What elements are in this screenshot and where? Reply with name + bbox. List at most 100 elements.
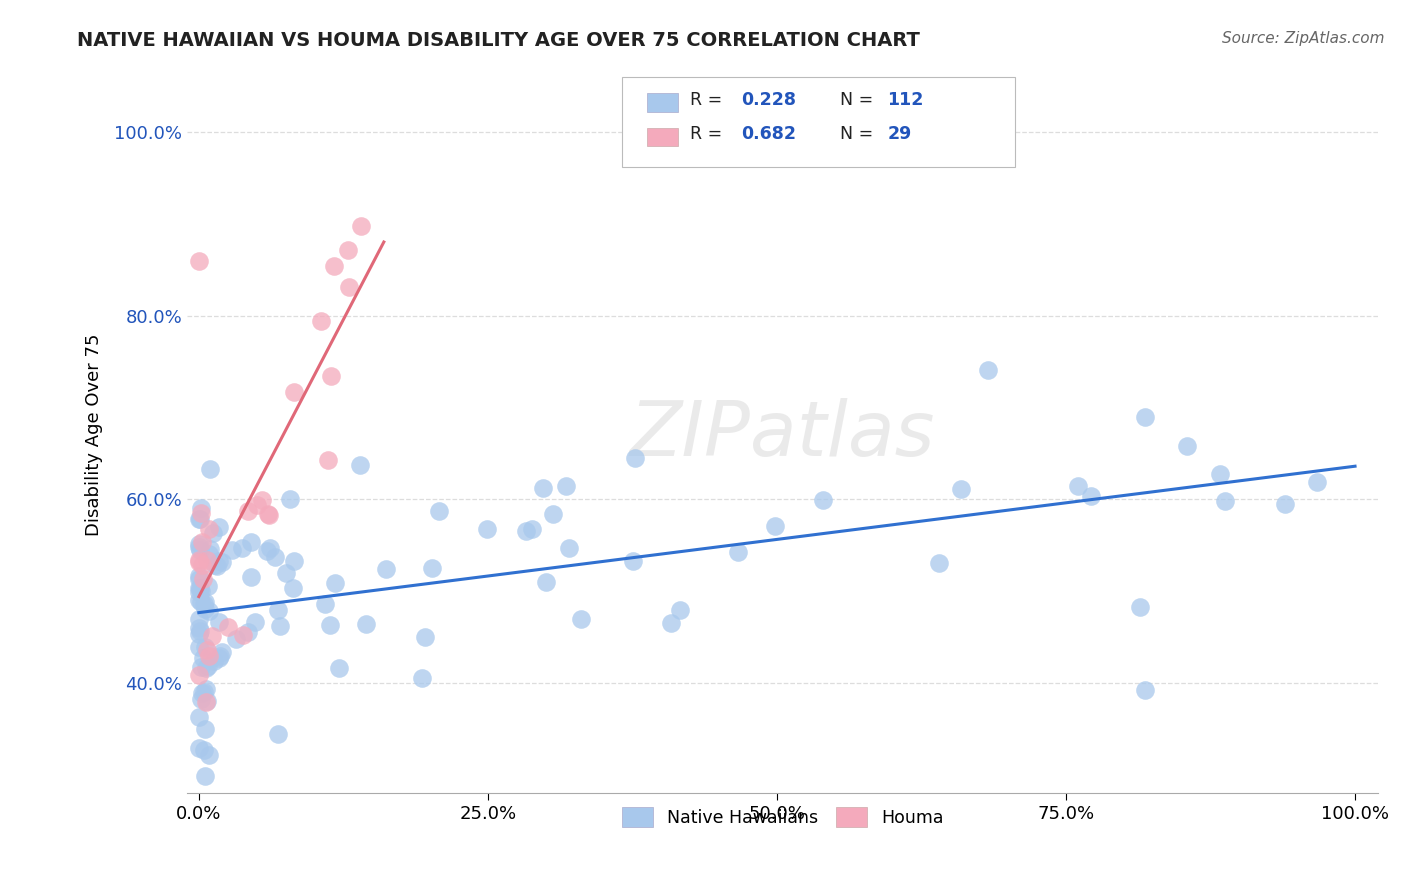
Point [276,566,298,581]
Point [197,658,219,673]
Point [236,504,259,518]
Point [727,545,749,559]
Point [198,747,221,762]
Point [190,506,212,520]
Point [243,615,266,629]
Point [250,492,273,507]
Point [190,595,212,609]
Point [541,508,564,522]
Point [569,612,592,626]
Text: Source: ZipAtlas.com: Source: ZipAtlas.com [1222,31,1385,46]
Point [190,500,212,515]
Point [1080,489,1102,503]
Point [322,259,344,273]
FancyBboxPatch shape [647,128,678,146]
Point [197,522,219,536]
Point [188,592,211,607]
Point [188,627,211,641]
Point [191,572,214,586]
Point [188,542,211,557]
Point [1213,493,1236,508]
Point [187,555,209,569]
Point [194,722,217,736]
Point [187,573,209,587]
Point [194,594,217,608]
Point [187,611,209,625]
Point [187,540,209,554]
Point [201,629,224,643]
Point [190,584,212,599]
Point [928,556,950,570]
Text: R =: R = [690,125,727,143]
Point [623,450,645,465]
Point [267,603,290,617]
Point [259,541,281,555]
Point [193,597,215,611]
Point [201,526,224,541]
Point [232,628,254,642]
Point [314,597,336,611]
Point [1209,467,1232,481]
Point [1135,409,1157,424]
Text: R =: R = [690,91,727,109]
Point [221,543,243,558]
Point [188,668,211,682]
Point [555,479,578,493]
Point [211,644,233,658]
Point [411,672,433,686]
Point [1067,479,1090,493]
Text: NATIVE HAWAIIAN VS HOUMA DISABILITY AGE OVER 75 CORRELATION CHART: NATIVE HAWAIIAN VS HOUMA DISABILITY AGE … [77,31,920,50]
Point [319,618,342,632]
Point [198,649,221,664]
Point [195,553,218,567]
Text: 0.682: 0.682 [741,125,796,143]
Point [187,640,209,654]
Point [475,522,498,536]
Point [231,541,253,555]
Point [191,534,214,549]
Point [515,524,537,539]
Point [520,522,543,536]
Point [198,462,221,476]
Point [200,541,222,556]
Point [350,219,373,234]
Point [245,498,267,512]
Legend: Native Hawaiians, Houma: Native Hawaiians, Houma [616,800,950,834]
Point [200,651,222,665]
Point [188,585,211,599]
Text: 112: 112 [887,91,924,109]
Point [309,314,332,328]
Point [281,581,304,595]
Text: ZIPatlas: ZIPatlas [630,398,935,472]
Point [328,660,350,674]
Point [316,452,339,467]
Point [188,710,211,724]
Point [269,619,291,633]
Point [420,561,443,575]
Point [211,555,233,569]
Point [193,742,215,756]
Point [661,616,683,631]
Point [209,648,232,663]
Point [225,632,247,646]
Point [1274,497,1296,511]
Point [197,642,219,657]
Point [194,640,217,654]
Point [207,650,229,665]
Point [621,554,644,568]
Point [194,602,217,616]
Point [195,681,218,696]
Text: N =: N = [839,125,879,143]
Point [256,507,278,521]
Point [197,604,219,618]
Point [533,481,555,495]
Point [263,550,285,565]
Point [204,558,226,572]
Point [195,695,218,709]
Point [188,621,211,635]
Point [195,660,218,674]
Point [283,554,305,568]
Point [1306,475,1329,489]
Point [188,553,211,567]
Point [239,570,262,584]
